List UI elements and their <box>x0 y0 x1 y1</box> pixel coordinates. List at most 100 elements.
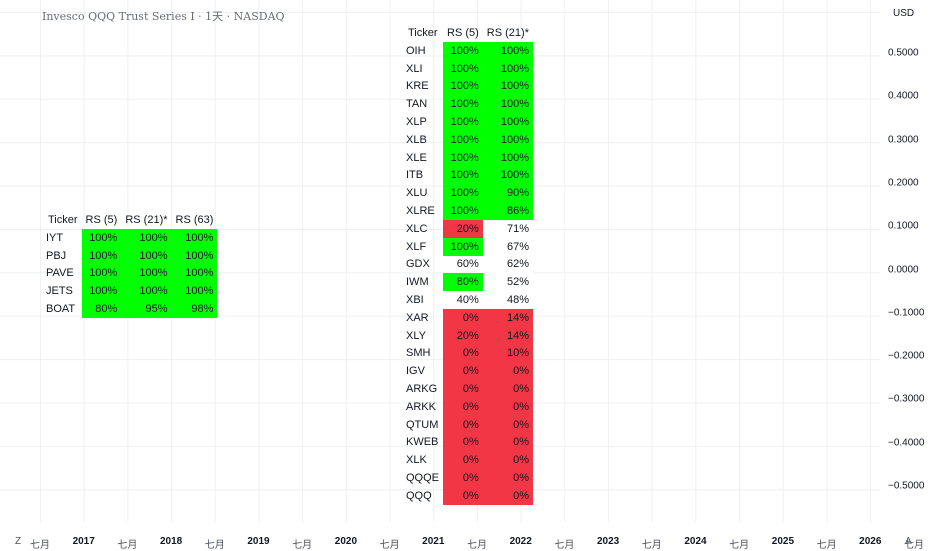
ticker-cell: KWEB <box>406 436 439 449</box>
rs-value-cell: 100% <box>482 77 533 96</box>
rs-value-cell: 100% <box>443 166 483 185</box>
rs-value-cell: 0% <box>443 397 483 416</box>
ticker-cell: XBI <box>406 294 424 307</box>
chart-title: Invesco QQQ Trust Series I · 1天 · NASDAQ <box>42 10 285 23</box>
time-tick-label: 七月 <box>467 540 487 551</box>
price-tick-label: 0.2000 <box>888 177 919 189</box>
rs-value-cell: 100% <box>81 282 122 301</box>
time-tick-label: 2024 <box>684 536 707 547</box>
time-tick-label: 七月 <box>204 540 225 551</box>
table-row: XBI 40% 48% <box>404 291 533 309</box>
ticker-cell: PAVE <box>46 267 74 280</box>
rs-value-cell: 20% <box>443 219 483 238</box>
rs-value-cell: 100% <box>482 113 533 131</box>
price-axis[interactable] <box>880 0 932 522</box>
time-axis[interactable] <box>0 522 932 550</box>
ticker-cell: OIH <box>406 44 426 57</box>
ticker-cell: XLP <box>406 116 427 129</box>
rs-value-cell: 100% <box>121 229 172 247</box>
ticker-cell: QQQ <box>406 489 432 502</box>
ticker-cell: GDX <box>406 258 430 271</box>
rs-value-cell: 100% <box>443 59 483 78</box>
table-row: PAVE 100% 100% 100% <box>44 264 218 283</box>
rs-value-cell: 48% <box>482 291 533 309</box>
rs-value-cell: 100% <box>81 229 122 247</box>
column-header: RS (5) <box>447 27 479 39</box>
ticker-cell: XLI <box>406 62 423 75</box>
table-row: JETS 100% 100% 100% <box>44 282 218 301</box>
rs-value-cell: 14% <box>482 308 533 327</box>
rs-value-cell: 100% <box>171 246 218 265</box>
time-tick-label: 七月 <box>292 540 313 551</box>
table-row: XLU 100% 90% <box>404 184 533 203</box>
rs-value-cell: 100% <box>171 264 218 283</box>
rs-value-cell: 100% <box>121 246 172 265</box>
column-header: RS (63) <box>175 214 214 226</box>
rs-value-cell: 0% <box>482 451 533 470</box>
time-tick-label: 2018 <box>159 536 183 547</box>
currency-label[interactable]: USD <box>893 8 915 19</box>
price-tick-label: 0.4000 <box>888 90 919 102</box>
rs-value-cell: 100% <box>443 184 483 203</box>
time-tick-label: 七月 <box>641 540 662 551</box>
time-tick-label: 2020 <box>334 536 358 547</box>
ticker-cell: BOAT <box>46 303 76 316</box>
ticker-cell: QTUM <box>406 418 439 431</box>
price-tick-label: −0.2000 <box>888 350 925 362</box>
ticker-cell: XLY <box>406 329 426 342</box>
ticker-cell: PBJ <box>46 249 67 262</box>
table-row: IYT 100% 100% 100% <box>44 229 218 247</box>
table-row: OIH 100% 100% <box>404 42 533 60</box>
time-tick-label: 七月 <box>30 540 50 551</box>
rs-value-cell: 0% <box>443 380 483 398</box>
table-row: TAN 100% 100% <box>404 95 533 114</box>
rs-table-right: Ticker RS (5) RS (21)* OIH 100% 100% XLI 100% 1… <box>404 24 533 505</box>
table-row: IWM 80% 52% <box>404 273 533 292</box>
rs-value-cell: 52% <box>482 273 533 292</box>
table-row: QQQ 0% 0% <box>404 486 533 505</box>
ticker-cell: XLK <box>406 454 427 467</box>
column-header: RS (5) <box>85 214 118 226</box>
table-row: ARKG 0% 0% <box>404 380 533 398</box>
rs-value-cell: 0% <box>443 451 483 470</box>
price-tick-label: 0.0000 <box>888 264 919 275</box>
ticker-cell: ITB <box>406 169 424 182</box>
ticker-cell: XLRE <box>406 205 435 218</box>
rs-value-cell: 67% <box>482 237 533 256</box>
rs-value-cell: 80% <box>443 273 483 292</box>
price-tick-label: 0.3000 <box>888 134 919 146</box>
price-tick-label: −0.1000 <box>888 307 925 319</box>
ticker-cell: ARKG <box>406 383 438 396</box>
time-tick-label: 七月 <box>904 540 924 551</box>
table-row: IGV 0% 0% <box>404 362 533 381</box>
table-row: PBJ 100% 100% 100% <box>44 246 218 265</box>
table-row: XLF 100% 67% <box>404 237 533 256</box>
ticker-cell: JETS <box>46 285 73 298</box>
table-row: XAR 0% 14% <box>404 308 533 327</box>
rs-value-cell: 10% <box>482 344 533 363</box>
rs-value-cell: 0% <box>443 469 483 487</box>
ticker-cell: TAN <box>406 98 428 111</box>
column-header: Ticker <box>48 214 78 226</box>
rs-value-cell: 90% <box>482 184 533 203</box>
time-tick-label: Z <box>14 536 22 547</box>
rs-value-cell: 0% <box>482 469 533 487</box>
rs-value-cell: 98% <box>171 300 218 318</box>
rs-value-cell: 0% <box>482 433 533 452</box>
rs-value-cell: 100% <box>443 237 483 256</box>
rs-value-cell: 100% <box>443 113 483 131</box>
table-row: XLB 100% 100% <box>404 130 533 149</box>
price-tick-label: −0.3000 <box>888 393 925 405</box>
time-tick-label: 七月 <box>816 540 837 551</box>
ticker-cell: XLC <box>406 222 428 235</box>
auto-scale-button[interactable]: A <box>905 536 912 547</box>
rs-value-cell: 20% <box>443 326 483 345</box>
rs-value-cell: 100% <box>121 264 172 283</box>
rs-value-cell: 100% <box>482 59 533 78</box>
table-row: ARKK 0% 0% <box>404 397 533 416</box>
time-tick-label: 2025 <box>771 536 795 547</box>
table-row: BOAT 80% 95% 98% <box>44 300 218 318</box>
rs-value-cell: 62% <box>482 255 533 274</box>
table-row: XLE 100% 100% <box>404 148 533 167</box>
table-row: XLY 20% 14% <box>404 326 533 345</box>
